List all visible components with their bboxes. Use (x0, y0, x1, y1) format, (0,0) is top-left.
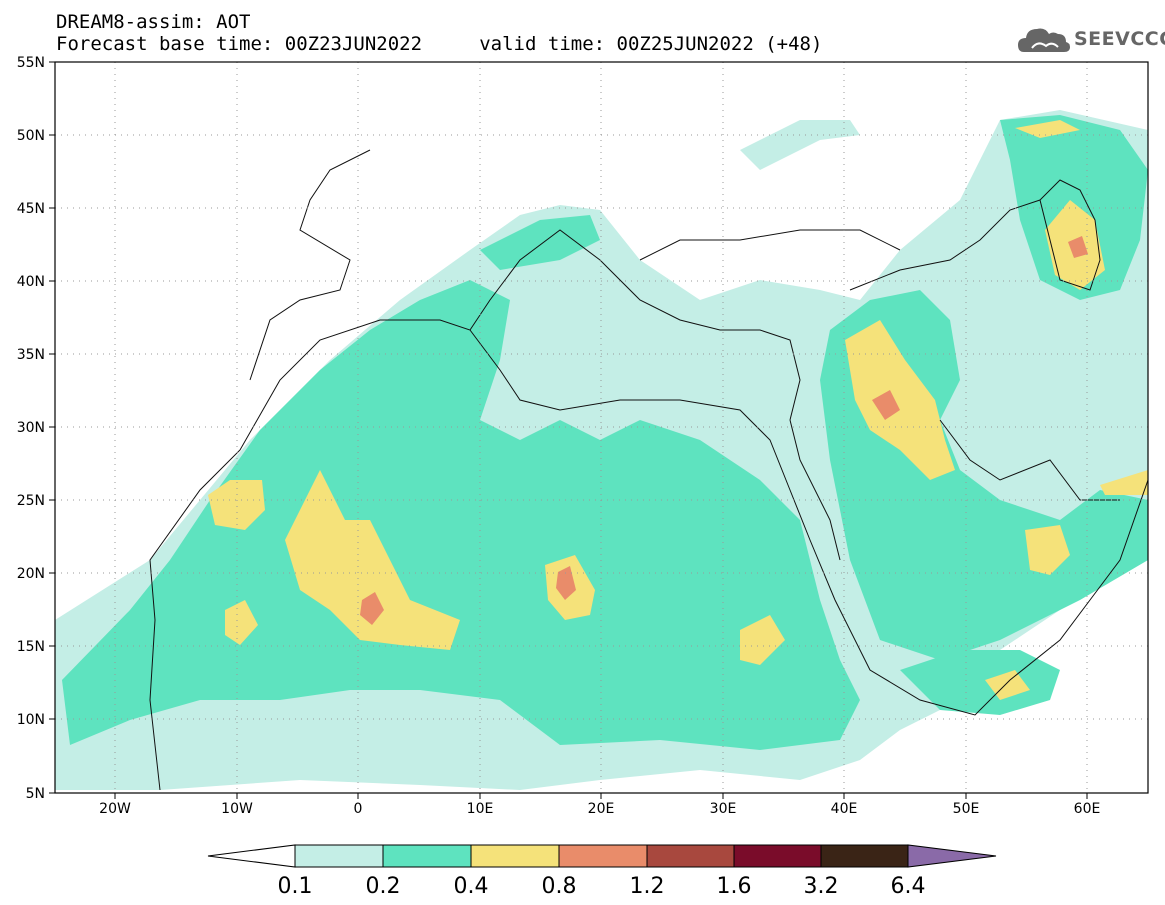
colorbar-label-2: 0.4 (454, 874, 489, 899)
aot-contour-0.4-north (1015, 120, 1080, 138)
forecast-time-line: Forecast base time: 00Z23JUN2022 valid t… (56, 33, 823, 55)
aot-contour-0.8-caspian (1068, 236, 1088, 258)
colorbar-segment-3 (470, 844, 560, 868)
seevccc-logo: SEEVCCC (1016, 22, 1165, 56)
lon-tick-10e: 10E (467, 793, 494, 817)
svg-text:20N: 20N (17, 566, 45, 582)
colorbar-label-3: 0.8 (542, 874, 577, 899)
svg-text:0: 0 (354, 801, 363, 817)
colorbar-label-0: 0.1 (278, 874, 313, 899)
colorbar-segment-5 (646, 844, 735, 868)
lon-tick-30e: 30E (710, 793, 737, 817)
lat-tick-50n: 50N (17, 128, 55, 144)
aot-contour-0.4-sudan (740, 615, 785, 665)
lon-tick-50e: 50E (953, 793, 980, 817)
colorbar-over-triangle (907, 844, 997, 868)
lon-tick-20e: 20E (588, 793, 615, 817)
svg-text:30N: 30N (17, 420, 45, 436)
aot-contour-0.4-mali (285, 470, 460, 650)
svg-text:45N: 45N (17, 201, 45, 217)
lon-tick-0: 0 (354, 793, 363, 817)
colorbar-segment-7 (820, 844, 909, 868)
longitude-axis: 20W 10W 0 10E 20E 30E 40E 50E 60E (99, 793, 1100, 817)
colorbar-label-6: 3.2 (804, 874, 839, 899)
lat-tick-30n: 30N (17, 420, 55, 436)
colorbar-segment-6 (733, 844, 822, 868)
svg-text:20W: 20W (99, 801, 131, 817)
colorbar-segment-1 (294, 844, 384, 868)
svg-text:35N: 35N (17, 347, 45, 363)
aot-contour-0.8-iraq (872, 390, 900, 420)
gridlines (55, 62, 1148, 793)
svg-text:10E: 10E (467, 801, 494, 817)
colorbar-label-1: 0.2 (366, 874, 401, 899)
svg-text:40E: 40E (831, 801, 858, 817)
aot-contour-0.4-arabia (985, 670, 1030, 700)
lat-tick-20n: 20N (17, 566, 55, 582)
svg-text:50N: 50N (17, 128, 45, 144)
aot-contour-0.4-iraq (845, 320, 955, 480)
svg-text:55N: 55N (17, 55, 45, 71)
aot-contour-0.2e (480, 215, 600, 270)
aot-contour-0.4-oman (1025, 525, 1070, 575)
aot-contour-0.4-west (208, 480, 265, 530)
lat-tick-15n: 15N (17, 639, 55, 655)
colorbar-label-5: 1.6 (717, 874, 752, 899)
svg-text:50E: 50E (953, 801, 980, 817)
svg-text:15N: 15N (17, 639, 45, 655)
aot-contour-0.2d (900, 650, 1060, 715)
colorbar-label-4: 1.2 (630, 874, 665, 899)
lat-tick-45n: 45N (17, 201, 55, 217)
aot-field (55, 110, 1148, 790)
aot-contour-0.2 (62, 280, 860, 750)
colorbar (207, 844, 997, 868)
latitude-axis: 55N 50N 45N 40N 35N 30N 25N 20N 15N 10N … (17, 55, 55, 802)
aot-contour-0.8-chad (556, 566, 576, 600)
logo-text: SEEVCCC (1074, 28, 1165, 50)
lon-tick-10w: 10W (221, 793, 253, 817)
aot-contour-0.8-mali (360, 592, 384, 625)
lon-tick-40e: 40E (831, 793, 858, 817)
svg-text:30E: 30E (710, 801, 737, 817)
lat-tick-5n: 5N (26, 786, 55, 802)
svg-text:10W: 10W (221, 801, 253, 817)
lon-tick-20w: 20W (99, 793, 131, 817)
colorbar-label-7: 6.4 (891, 874, 926, 899)
colorbar-segment-4 (558, 844, 648, 868)
lat-tick-25n: 25N (17, 493, 55, 509)
lat-tick-10n: 10N (17, 712, 55, 728)
aot-contour-0.4-uae (1100, 470, 1148, 495)
cloud-icon (1018, 28, 1070, 52)
chart-title: DREAM8-assim: AOT (56, 11, 251, 33)
colorbar-labels: 0.1 0.2 0.4 0.8 1.2 1.6 3.2 6.4 (278, 874, 926, 899)
aot-contour-0.1b (740, 120, 860, 170)
svg-text:40N: 40N (17, 274, 45, 290)
svg-text:10N: 10N (17, 712, 45, 728)
svg-text:60E: 60E (1074, 801, 1101, 817)
svg-text:5N: 5N (26, 786, 45, 802)
lon-tick-60e: 60E (1074, 793, 1101, 817)
lat-tick-40n: 40N (17, 274, 55, 290)
aot-contour-0.4-small (225, 600, 258, 645)
lat-tick-55n: 55N (17, 55, 55, 71)
colorbar-segment-2 (382, 844, 472, 868)
svg-text:20E: 20E (588, 801, 615, 817)
svg-text:25N: 25N (17, 493, 45, 509)
colorbar-under-triangle (207, 844, 296, 868)
lat-tick-35n: 35N (17, 347, 55, 363)
